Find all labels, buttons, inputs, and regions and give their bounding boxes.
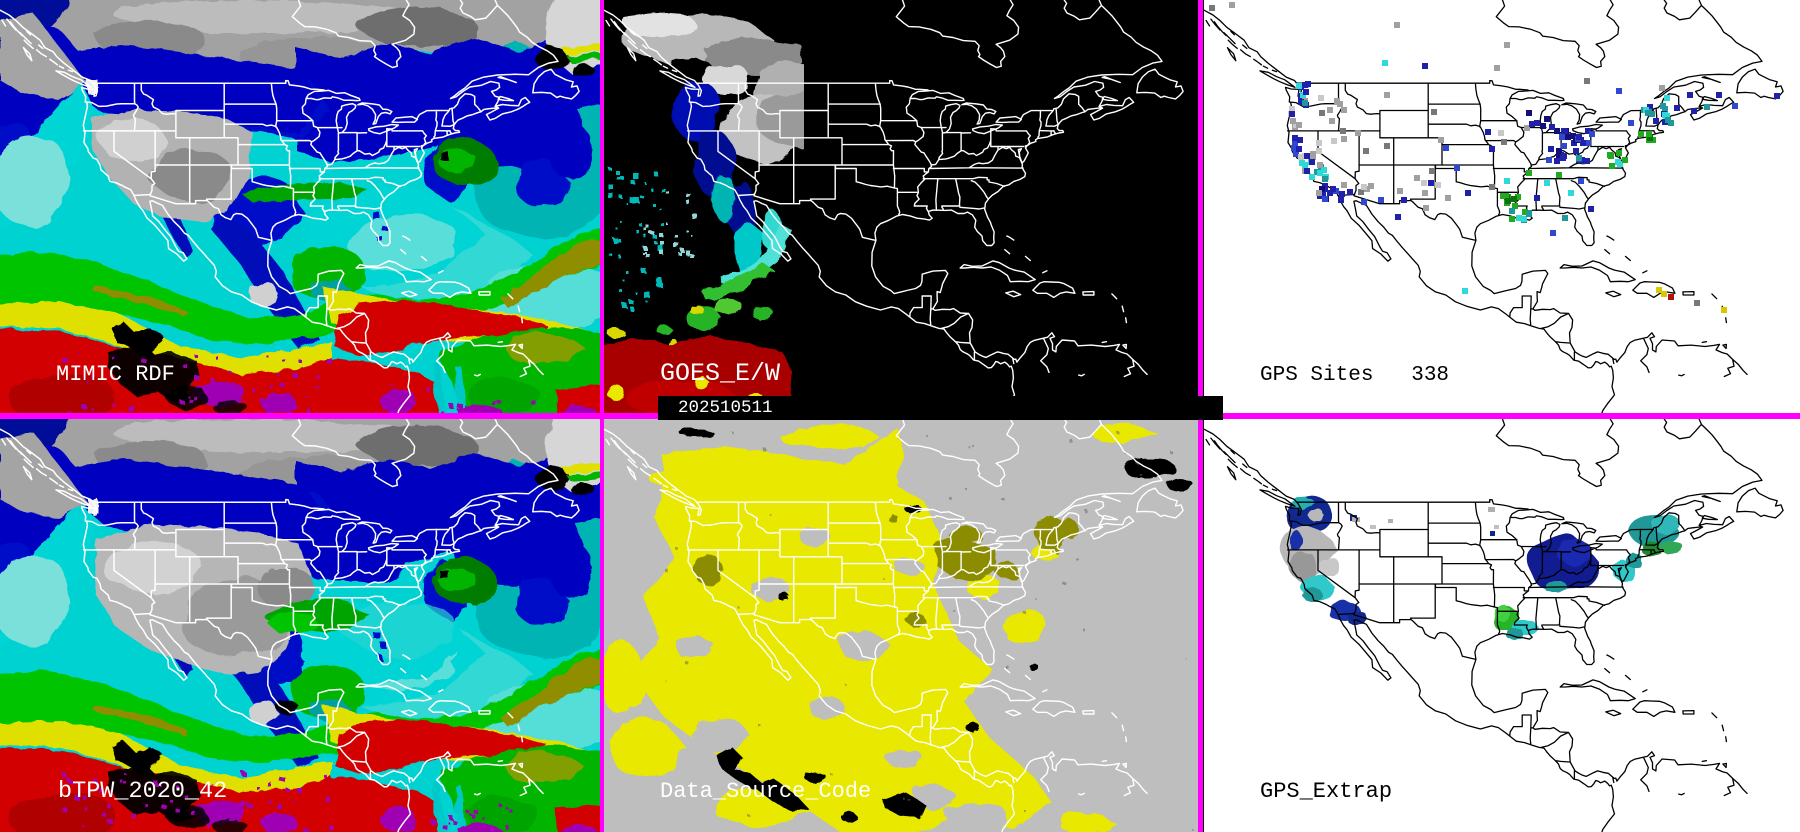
svg-text:Data_Source_Code: Data_Source_Code [660,779,871,804]
svg-text:bTPW_2020_42: bTPW_2020_42 [58,778,227,805]
svg-text:202510511: 202510511 [678,398,773,418]
svg-text:MIMIC RDF: MIMIC RDF [56,362,175,387]
svg-text:GPS Sites 338: GPS Sites 338 [1260,364,1449,387]
svg-text:GOES_E/W: GOES_E/W [660,359,780,388]
svg-text:GPS_Extrap: GPS_Extrap [1260,779,1392,804]
